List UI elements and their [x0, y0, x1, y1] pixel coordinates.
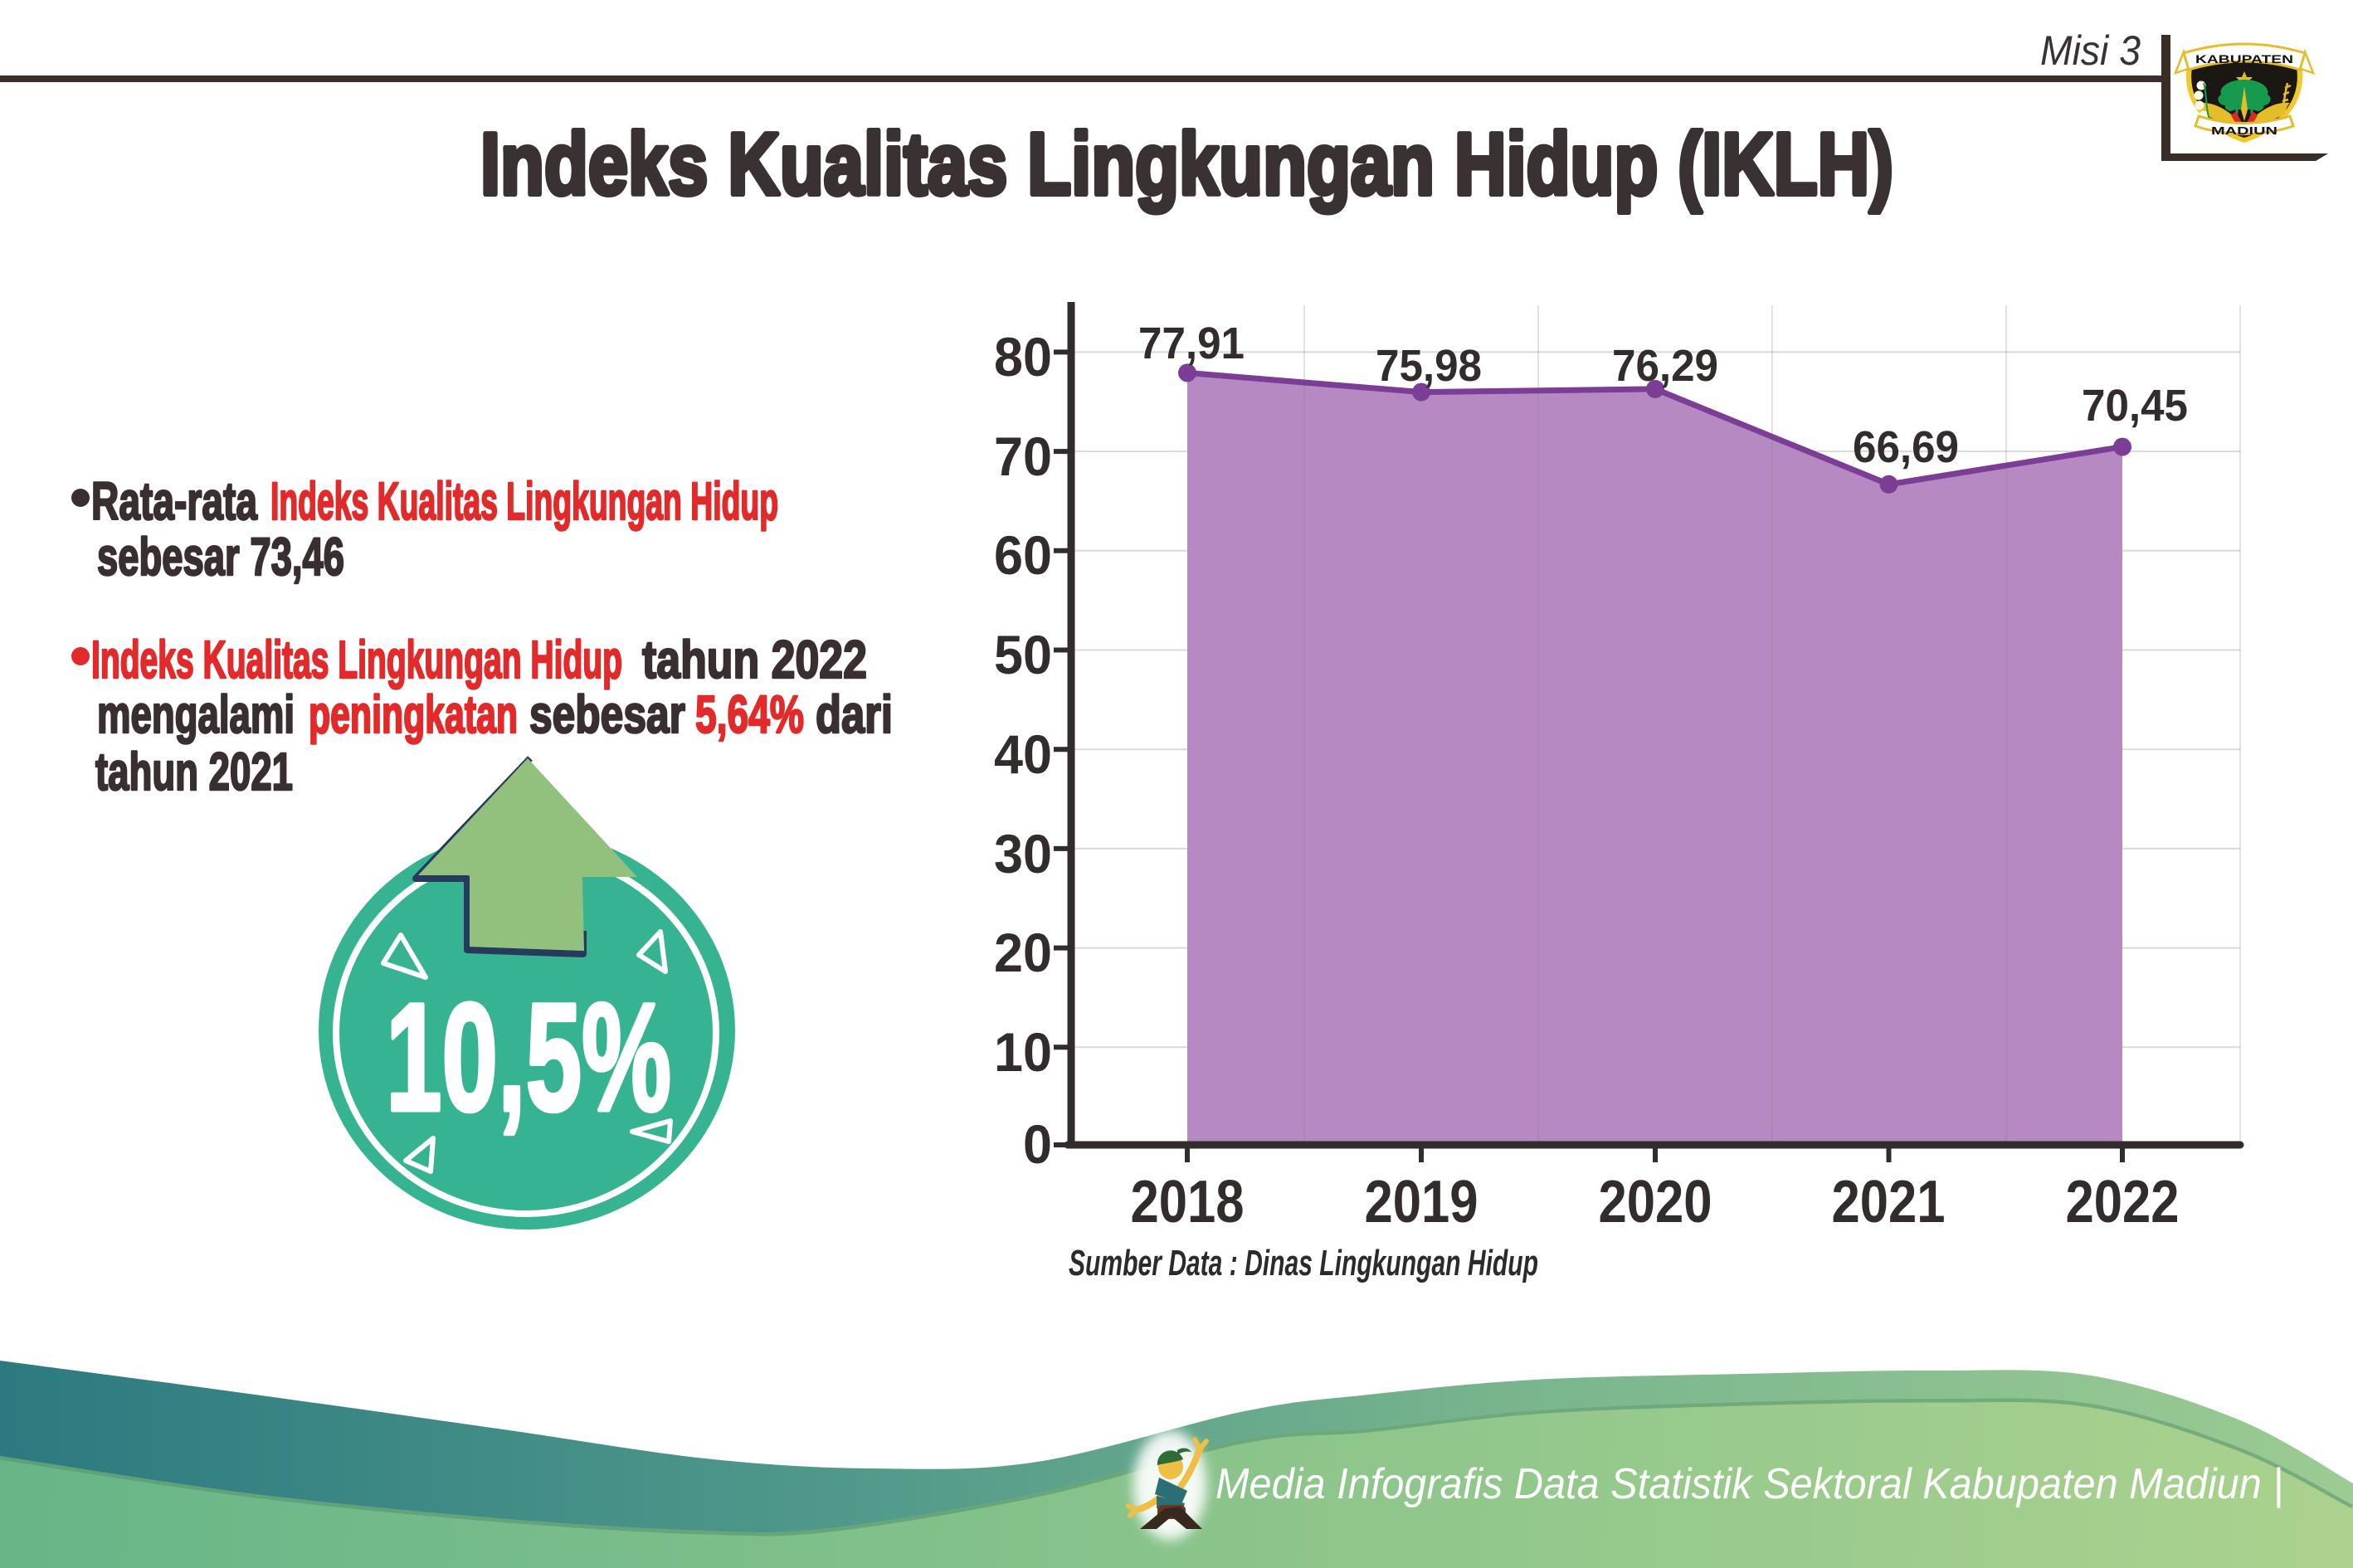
- svg-text:Indeks Kualitas Lingkungan Hid: Indeks Kualitas Lingkungan Hidup (IKLH): [480, 115, 1893, 213]
- svg-text:Indeks Kualitas Lingkungan Hid: Indeks Kualitas Lingkungan Hidup: [270, 471, 778, 531]
- svg-text:50: 50: [994, 624, 1052, 685]
- svg-text:Sumber Data : Dinas Lingkungan: Sumber Data : Dinas Lingkungan Hidup: [1069, 1243, 1538, 1283]
- svg-text:Rata-rata: Rata-rata: [91, 471, 257, 531]
- svg-text:75,98: 75,98: [1376, 341, 1482, 391]
- svg-text:30: 30: [994, 823, 1052, 884]
- svg-text:80: 80: [994, 326, 1052, 387]
- svg-text:66,69: 66,69: [1853, 422, 1959, 472]
- svg-text:5,64%: 5,64%: [695, 684, 804, 744]
- svg-text:70,45: 70,45: [2082, 381, 2188, 431]
- svg-text:70: 70: [994, 426, 1052, 487]
- svg-text:60: 60: [994, 524, 1052, 586]
- svg-text:20: 20: [994, 922, 1052, 983]
- svg-text:sebesar 73,46: sebesar 73,46: [97, 527, 344, 587]
- svg-text:0: 0: [1023, 1113, 1052, 1175]
- svg-text:Indeks Kualitas Lingkungan Hid: Indeks Kualitas Lingkungan Hidup: [91, 630, 622, 689]
- svg-text:MADIUN: MADIUN: [2211, 124, 2277, 137]
- svg-text:2021: 2021: [1832, 1169, 1946, 1235]
- svg-text:sebesar: sebesar: [529, 684, 685, 744]
- svg-text:KABUPATEN: KABUPATEN: [2195, 52, 2293, 66]
- svg-text:2022: 2022: [2066, 1169, 2180, 1235]
- svg-text:10: 10: [994, 1021, 1052, 1083]
- svg-text:40: 40: [994, 723, 1052, 785]
- svg-text:mengalami: mengalami: [97, 684, 295, 744]
- svg-text:77,91: 77,91: [1138, 319, 1245, 368]
- svg-text:10,5%: 10,5%: [386, 972, 671, 1143]
- svg-text:Misi 3: Misi 3: [2040, 27, 2141, 74]
- svg-text:peningkatan: peningkatan: [309, 684, 518, 744]
- svg-text:2018: 2018: [1131, 1169, 1245, 1235]
- svg-text:tahun 2021: tahun 2021: [95, 742, 293, 801]
- svg-text:tahun 2022: tahun 2022: [642, 630, 867, 689]
- svg-text:2020: 2020: [1599, 1169, 1712, 1235]
- svg-text:Media Infografis Data Statisti: Media Infografis Data Statistik Sektoral…: [1215, 1460, 2283, 1508]
- svg-text:76,29: 76,29: [1612, 341, 1718, 391]
- svg-text:dari: dari: [816, 684, 893, 744]
- svg-text:2019: 2019: [1365, 1169, 1479, 1235]
